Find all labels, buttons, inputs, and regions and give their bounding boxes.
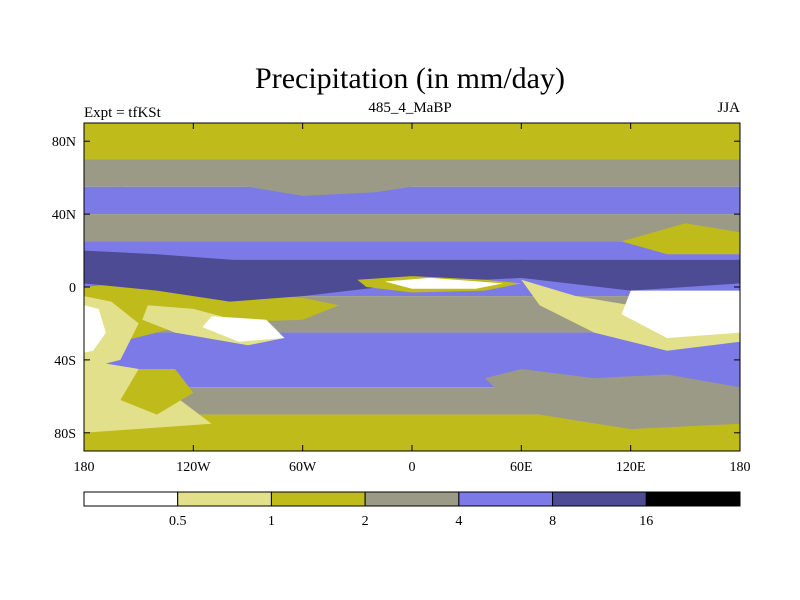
- precip-patch-4: [120, 369, 194, 415]
- map-field: [84, 123, 740, 451]
- colorbar-swatch-4: [458, 491, 554, 507]
- x-tick-label-2: 60W: [289, 460, 317, 475]
- x-tick-label-0: 180: [74, 460, 95, 475]
- x-axis: 180 120W 60W 0 60E 120E 180: [74, 123, 751, 475]
- subtitle-age: 485_4_MaBP: [368, 100, 451, 116]
- y-tick-label-3: 40S: [54, 354, 76, 369]
- colorbar-label-1: 1: [268, 514, 275, 529]
- precip-band-4: [84, 241, 740, 260]
- precip-patch-12: [484, 369, 740, 430]
- y-tick-label-1: 40N: [52, 208, 76, 223]
- x-tick-label-4: 60E: [510, 460, 533, 475]
- y-axis: 80N 40N 0 40S 80S: [52, 135, 740, 442]
- colorbar-swatch-5: [552, 491, 647, 507]
- colorbar-swatch-6: [645, 491, 741, 507]
- colorbar-label-4: 8: [549, 514, 556, 529]
- precip-patch-2: [84, 305, 106, 353]
- precip-patch-11: [621, 290, 740, 338]
- colorbar-label-2: 2: [362, 514, 369, 529]
- x-tick-label-1: 120W: [176, 460, 211, 475]
- precip-patch-9: [384, 277, 504, 289]
- colorbar-label-3: 4: [455, 514, 462, 529]
- colorbar-swatch-2: [270, 491, 366, 507]
- precip-patch-6: [202, 316, 285, 342]
- subtitle-season: JJA: [717, 100, 740, 116]
- subtitle-experiment: Expt = tfKSt: [84, 105, 162, 121]
- colorbar-swatch-1: [177, 491, 272, 507]
- precip-patch-14: [84, 159, 740, 196]
- x-tick-label-6: 180: [730, 460, 751, 475]
- precip-patch-13: [621, 223, 740, 255]
- x-tick-label-5: 120E: [616, 460, 646, 475]
- chart-title: Precipitation (in mm/day): [255, 62, 565, 95]
- colorbar-label-5: 16: [639, 514, 653, 529]
- precip-patch-15: [84, 186, 267, 211]
- y-tick-label-0: 80N: [52, 135, 76, 150]
- colorbar-swatch-0: [83, 491, 179, 507]
- precip-band-3: [84, 214, 740, 242]
- colorbar: 0.5 1 2 4 8 16: [83, 491, 741, 529]
- y-tick-label-2: 0: [69, 281, 76, 296]
- colorbar-swatch-3: [364, 491, 460, 507]
- precip-band-0: [84, 123, 740, 160]
- colorbar-label-0: 0.5: [169, 514, 187, 529]
- y-tick-label-4: 80S: [54, 427, 76, 442]
- x-tick-label-3: 0: [409, 460, 416, 475]
